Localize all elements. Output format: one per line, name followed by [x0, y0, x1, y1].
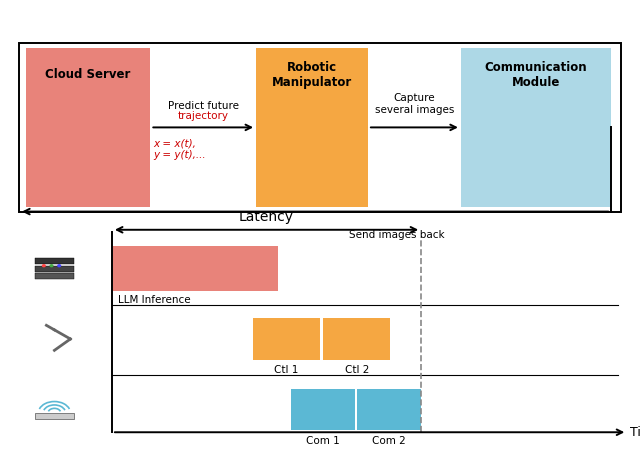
Bar [35, 273, 74, 279]
Text: Ctl 2: Ctl 2 [344, 365, 369, 375]
Circle shape [58, 265, 61, 267]
Bar [19, 43, 621, 212]
Text: Latency: Latency [239, 210, 294, 224]
Text: Capture
several images: Capture several images [374, 93, 454, 115]
Text: Cloud Server: Cloud Server [45, 68, 131, 81]
Text: Com 2: Com 2 [372, 436, 406, 445]
Bar [35, 258, 74, 264]
Bar [291, 389, 355, 430]
Bar [461, 48, 611, 207]
Bar [112, 246, 278, 291]
Bar [35, 266, 74, 272]
Circle shape [42, 265, 45, 267]
Text: Ctl 1: Ctl 1 [274, 365, 299, 375]
Text: Robotic
Manipulator: Robotic Manipulator [272, 61, 352, 90]
Bar [256, 48, 368, 207]
Bar [323, 318, 390, 359]
Bar [26, 48, 150, 207]
Circle shape [50, 265, 53, 267]
Text: x = x(t),
y = y(t),...: x = x(t), y = y(t),... [154, 139, 206, 160]
Text: Send images back: Send images back [349, 230, 445, 240]
Bar [253, 318, 320, 359]
Bar [357, 389, 421, 430]
Text: trajectory: trajectory [178, 111, 228, 121]
Text: Communication
Module: Communication Module [484, 61, 588, 90]
Text: LLM Inference: LLM Inference [118, 295, 191, 305]
Text: Time: Time [630, 426, 640, 439]
Bar [35, 413, 74, 419]
Text: Predict future: Predict future [168, 101, 239, 111]
Text: Com 1: Com 1 [307, 436, 340, 445]
